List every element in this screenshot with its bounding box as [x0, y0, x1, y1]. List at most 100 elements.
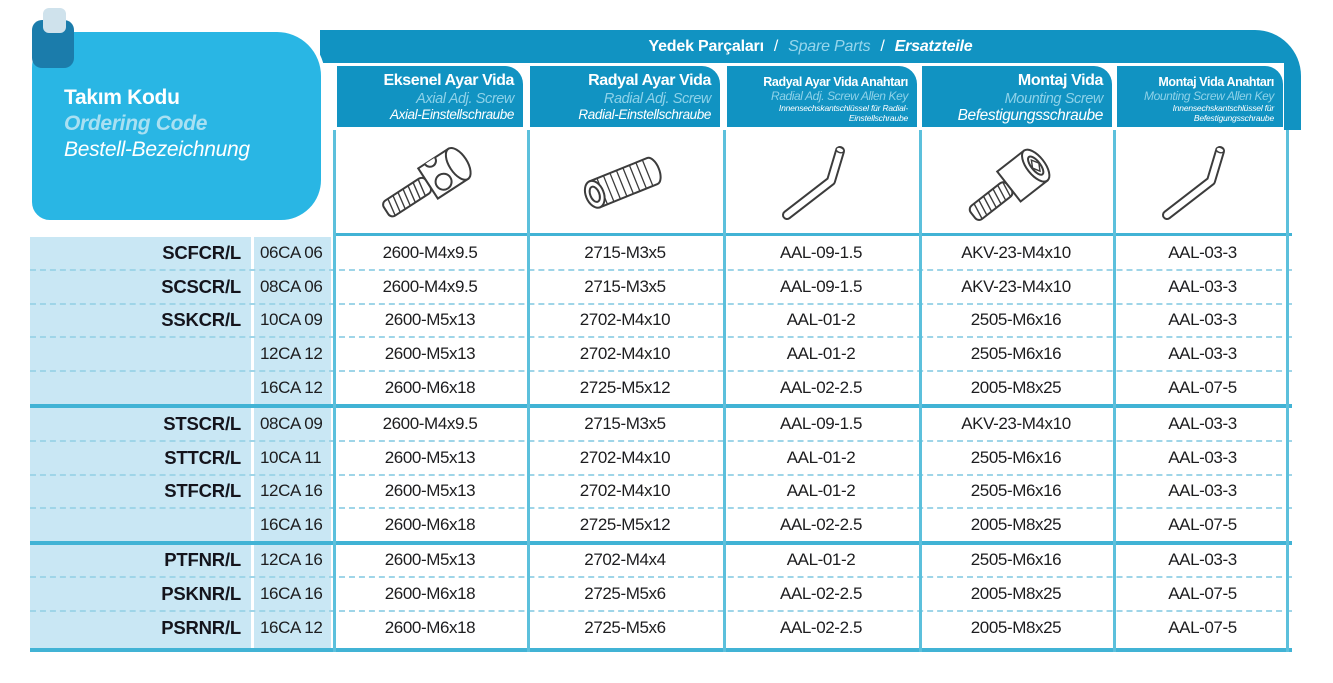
- table-row: 16CA 12 2600-M6x18 2725-M5x12 AAL-02-2.5 200…: [30, 370, 1292, 404]
- cell-mounting-screw: 2005-M8x25: [970, 618, 1062, 637]
- column-header-english: Mounting Screw Allen Key: [1143, 88, 1274, 103]
- cell-tool-code: STSCR/L: [163, 412, 241, 434]
- allen-key-icon: [726, 130, 916, 232]
- cell-radial-screw-allen-key: AAL-02-2.5: [780, 618, 862, 637]
- column-header-mounting-screw-allen-key: Montaj Vida Anahtarı Mounting Screw Alle…: [1117, 66, 1283, 127]
- cell-radial-screw-allen-key: AAL-09-1.5: [780, 413, 862, 433]
- cell-insert-size-code: 12CA 16: [260, 550, 323, 569]
- cell-radial-screw: 2725-M5x6: [584, 618, 666, 637]
- column-header-mounting-screw: Montaj Vida Mounting Screw Befestigungss…: [922, 66, 1112, 127]
- cell-axial-screw: 2600-M6x18: [384, 515, 476, 535]
- cell-mounting-screw-allen-key: AAL-03-3: [1168, 310, 1237, 330]
- cell-axial-screw: 2600-M6x18: [384, 584, 476, 603]
- cell-mounting-screw-allen-key: AAL-03-3: [1168, 413, 1237, 433]
- cell-insert-size-code: 10CA 11: [260, 447, 322, 467]
- cell-radial-screw-allen-key: AAL-09-1.5: [780, 276, 862, 296]
- cell-tool-code: STTCR/L: [164, 446, 241, 468]
- cell-radial-screw: 2702-M4x10: [579, 310, 671, 330]
- cell-mounting-screw: AKV-23-M4x10: [961, 242, 1071, 262]
- table-row: STSCR/L 08CA 09 2600-M4x9.5 2715-M3x5 AAL-09…: [30, 408, 1292, 440]
- cell-radial-screw-allen-key: AAL-09-1.5: [780, 242, 862, 262]
- column-divider: [527, 130, 530, 652]
- table-row: STFCR/L 12CA 16 2600-M5x13 2702-M4x10 AAL-01…: [30, 473, 1292, 508]
- toolholder-logo-insert-icon: [43, 8, 66, 33]
- table-row: PTFNR/L 12CA 16 2600-M5x13 2702-M4x4 AAL-01-…: [30, 544, 1292, 576]
- cell-radial-screw-allen-key: AAL-01-2: [786, 550, 856, 569]
- column-divider: [333, 130, 336, 652]
- column-header-german: Axial-Einstellschraube: [389, 107, 514, 123]
- cell-radial-screw: 2725-M5x6: [584, 584, 666, 603]
- table-group-top-clamp: STSCR/L 08CA 09 2600-M4x9.5 2715-M3x5 AAL-09…: [30, 408, 1292, 541]
- table-row: SCSCR/L 08CA 06 2600-M4x9.5 2715-M3x5 AAL-09…: [30, 268, 1292, 303]
- column-divider: [723, 130, 726, 652]
- cell-mounting-screw: 2505-M6x16: [970, 344, 1062, 364]
- cell-mounting-screw: 2505-M6x16: [970, 550, 1062, 569]
- cell-insert-size-code: 10CA 09: [260, 310, 323, 330]
- column-header-german: Innensechskantschlüssel für Radial-Einst…: [778, 103, 908, 124]
- allen-key-icon: [1116, 130, 1286, 232]
- cell-mounting-screw-allen-key: AAL-03-3: [1168, 242, 1237, 262]
- cell-tool-code: STFCR/L: [164, 480, 241, 502]
- cell-radial-screw: 2702-M4x10: [579, 344, 671, 364]
- cell-tool-code: [30, 372, 241, 404]
- table-row: SSKCR/L 10CA 09 2600-M5x13 2702-M4x10 AAL-01…: [30, 302, 1292, 337]
- table-group-lever-lock: PTFNR/L 12CA 16 2600-M5x13 2702-M4x4 AAL-01-…: [30, 544, 1292, 644]
- cell-axial-screw: 2600-M6x18: [384, 618, 476, 637]
- cell-insert-size-code: 16CA 12: [260, 378, 323, 398]
- cell-mounting-screw-allen-key: AAL-07-5: [1168, 378, 1237, 398]
- cell-radial-screw-allen-key: AAL-02-2.5: [780, 378, 862, 398]
- cell-tool-code: SCSCR/L: [161, 275, 241, 297]
- group-divider: [30, 404, 1292, 408]
- group-divider: [30, 541, 1292, 545]
- column-header-radial-screw: Radyal Ayar Vida Radial Adj. Screw Radia…: [530, 66, 720, 127]
- table-row: SCFCR/L 06CA 06 2600-M4x9.5 2715-M3x5 AAL-09…: [30, 237, 1292, 269]
- cell-axial-screw: 2600-M4x9.5: [382, 413, 478, 433]
- cell-mounting-screw-allen-key: AAL-03-3: [1168, 481, 1237, 501]
- column-header-turkish: Eksenel Ayar Vida: [383, 72, 515, 89]
- cell-insert-size-code: 08CA 09: [260, 413, 323, 433]
- cell-tool-code: [30, 338, 241, 370]
- ordering-code-turkish: Takım Kodu: [64, 86, 180, 109]
- cell-tool-code: SSKCR/L: [161, 309, 241, 331]
- cell-tool-code: PSKNR/L: [161, 583, 241, 604]
- cell-mounting-screw-allen-key: AAL-03-3: [1168, 447, 1237, 467]
- cell-radial-screw-allen-key: AAL-01-2: [786, 310, 856, 330]
- cell-insert-size-code: 08CA 06: [260, 276, 323, 296]
- cell-mounting-screw-allen-key: AAL-07-5: [1168, 584, 1237, 603]
- cell-mounting-screw-allen-key: AAL-03-3: [1168, 344, 1237, 364]
- header-separator: /: [773, 37, 779, 55]
- column-header-radial-screw-allen-key: Radyal Ayar Vida Anahtarı Radial Adj. Sc…: [727, 66, 917, 127]
- cell-insert-size-code: 16CA 12: [260, 618, 323, 637]
- header-separator: /: [880, 37, 885, 55]
- tool-code-column-background: [30, 237, 251, 648]
- ordering-code-german: Bestell-Bezeichnung: [64, 138, 250, 162]
- cell-tool-code: PTFNR/L: [164, 549, 241, 570]
- cell-axial-screw: 2600-M5x13: [384, 550, 476, 569]
- cell-mounting-screw: 2505-M6x16: [970, 447, 1062, 467]
- column-header-german: Befestigungsschraube: [957, 107, 1104, 125]
- column-header-german: Radial-Einstellschraube: [578, 107, 711, 123]
- cell-mounting-screw: 2005-M8x25: [970, 378, 1062, 398]
- cell-radial-screw-allen-key: AAL-01-2: [786, 481, 856, 501]
- cell-radial-screw: 2725-M5x12: [579, 515, 671, 535]
- cell-tool-code: PSRNR/L: [161, 617, 241, 638]
- cell-insert-size-code: 12CA 12: [260, 344, 323, 364]
- insert-size-column-background: [254, 237, 331, 648]
- cell-radial-screw: 2725-M5x12: [579, 378, 671, 398]
- table-bottom-border: [30, 648, 1292, 652]
- cell-radial-screw-allen-key: AAL-02-2.5: [780, 515, 862, 535]
- axial-screw-icon: [336, 130, 524, 232]
- cell-radial-screw-allen-key: AAL-01-2: [786, 344, 856, 364]
- cell-axial-screw: 2600-M4x9.5: [382, 276, 478, 296]
- cell-tool-code: SCFCR/L: [162, 241, 241, 263]
- column-header-turkish: Montaj Vida Anahtarı: [1158, 75, 1274, 89]
- cell-radial-screw: 2702-M4x10: [579, 481, 671, 501]
- header-title-english: Spare Parts: [788, 37, 871, 55]
- cell-mounting-screw: 2505-M6x16: [970, 310, 1062, 330]
- table-row: 16CA 16 2600-M6x18 2725-M5x12 AAL-02-2.5 200…: [30, 507, 1292, 541]
- column-header-axial-screw: Eksenel Ayar Vida Axial Adj. Screw Axial…: [337, 66, 523, 127]
- cell-radial-screw: 2702-M4x10: [579, 447, 671, 467]
- cell-mounting-screw-allen-key: AAL-07-5: [1168, 515, 1237, 535]
- column-header-turkish: Montaj Vida: [1017, 72, 1103, 89]
- cell-axial-screw: 2600-M6x18: [384, 378, 476, 398]
